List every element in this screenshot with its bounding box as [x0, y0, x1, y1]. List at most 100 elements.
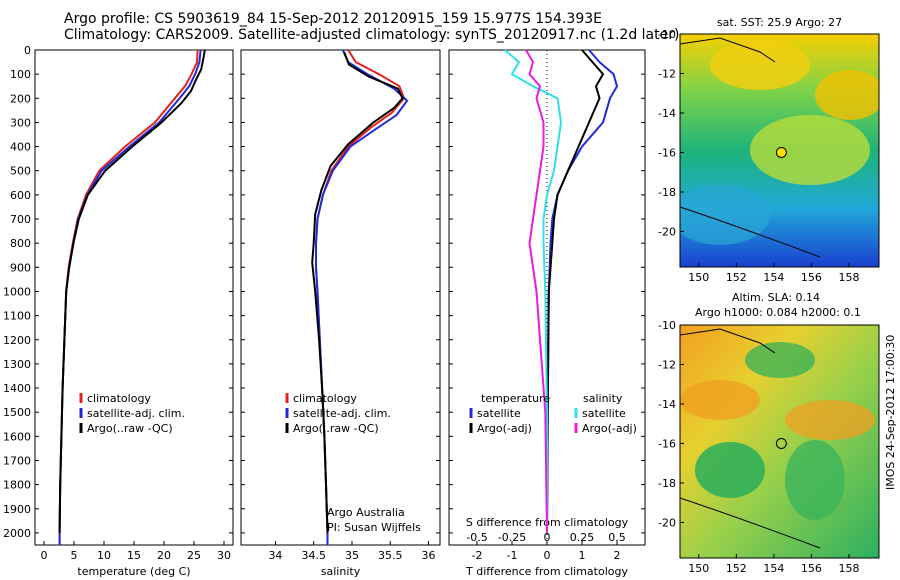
x-tick-label: 25	[187, 549, 201, 562]
map-sla-map: 150 152 154 156 158 -10 -12 -14 -16 -18 -20 Altim. …	[658, 291, 880, 575]
x-tick-label: 35	[345, 549, 359, 562]
argo-position-marker	[775, 146, 787, 158]
map-title-line: Altim. SLA: 0.14	[732, 291, 820, 304]
map-texture	[680, 342, 875, 520]
map-x-tick-label: 158	[838, 562, 859, 575]
x-tick-label: 34	[268, 549, 282, 562]
map-frame	[679, 33, 880, 268]
panel-frame	[34, 49, 234, 546]
map-title: sat. SST: 25.9 Argo: 27	[717, 16, 842, 29]
coastline	[679, 328, 776, 354]
top-tick-label: 0.25	[570, 531, 595, 544]
x-tick-label: -2	[472, 549, 483, 562]
depth-tick-label: 600	[10, 189, 31, 202]
low-patch	[695, 442, 765, 498]
map-x-tick-label: 150	[688, 271, 709, 284]
map-frame	[679, 324, 880, 559]
cool-patch	[680, 185, 770, 245]
x-tick-label: -1	[507, 549, 518, 562]
map-y-tick-label: -18	[658, 477, 676, 490]
map-x-tick-label: 152	[726, 271, 747, 284]
map-x-tick-label: 156	[801, 562, 822, 575]
depth-contour	[679, 497, 821, 549]
legend-label: Argo(-adj)	[582, 422, 637, 435]
map-y-tick-label: -20	[658, 225, 676, 238]
depth-tick-label: 1700	[3, 454, 31, 467]
map-y-tick-label: -14	[658, 398, 676, 411]
series-climatology	[58, 49, 199, 545]
depth-tick-label: 200	[10, 92, 31, 105]
depth-tick-label: 1500	[3, 406, 31, 419]
depth-tick-label: 1200	[3, 334, 31, 347]
depth-tick-label: 100	[10, 68, 31, 81]
top-tick-label: 0	[544, 531, 551, 544]
depth-tick-label: 1400	[3, 382, 31, 395]
high-patch	[680, 380, 760, 420]
x-tick-label: 35.5	[378, 549, 403, 562]
map-y-tick-label: -20	[658, 516, 676, 529]
panel-frame	[240, 49, 441, 546]
legend-label: satellite-adj. clim.	[87, 407, 185, 420]
warm-patch	[710, 40, 810, 90]
series-argo-raw-qc-	[311, 52, 404, 533]
map-y-tick-label: -12	[658, 67, 676, 80]
warm-patch	[750, 115, 870, 185]
x-axis-label: salinity	[321, 565, 361, 578]
x-tick-label: 5	[71, 549, 78, 562]
map-x-tick-label: 158	[838, 271, 859, 284]
map-y-tick-label: -12	[658, 358, 676, 371]
map-x-tick-label: 152	[726, 562, 747, 575]
title-line-2: Climatology: CARS2009. Satellite-adjuste…	[64, 27, 680, 43]
depth-tick-label: 800	[10, 237, 31, 250]
map-y-tick-label: -16	[658, 437, 676, 450]
high-patch	[785, 400, 875, 440]
map-y-tick-label: -16	[658, 146, 676, 159]
depth-tick-label: 1900	[3, 503, 31, 516]
depth-tick-label: 500	[10, 165, 31, 178]
x-tick-label: 30	[217, 549, 231, 562]
coastline	[679, 37, 776, 63]
annotation-line: PI: Susan Wijffels	[327, 521, 421, 534]
annotation-line: Argo Australia	[327, 506, 405, 519]
depth-tick-label: 1100	[3, 310, 31, 323]
low-patch	[785, 440, 845, 520]
x-tick-label: 34.5	[301, 549, 326, 562]
depth-contour	[679, 206, 821, 258]
depth-tick-label: 1300	[3, 358, 31, 371]
legend-label: satellite	[582, 407, 626, 420]
series-temperature-argo-adj-	[546, 49, 605, 533]
panel-differences: -2 -1 0 1 2 T difference from climatology -0.5…	[448, 49, 646, 578]
map-y-tick-label: -14	[658, 107, 676, 120]
depth-tick-label: 700	[10, 213, 31, 226]
top-tick-label: -0.25	[498, 531, 526, 544]
legend-label: satellite-adj. clim.	[293, 407, 391, 420]
depth-tick-label: 2000	[3, 527, 31, 540]
map-x-tick-label: 156	[801, 271, 822, 284]
low-patch	[745, 342, 815, 378]
x-tick-label: 15	[127, 549, 141, 562]
legend-header: temperature	[481, 392, 550, 405]
legend-label: Argo(..raw -QC)	[293, 422, 379, 435]
x-tick-label: 36	[422, 549, 436, 562]
map-sst-map: 150 152 154 156 158 -10 -12 -14 -16 -18 -20 sat. SS…	[658, 16, 880, 284]
series-satellite-adj-clim-	[315, 49, 409, 545]
warm-patch	[815, 70, 879, 120]
argo-position-marker	[775, 437, 787, 449]
map-x-tick-label: 154	[763, 562, 784, 575]
legend-label: Argo(..raw -QC)	[87, 422, 173, 435]
depth-tick-label: 1800	[3, 479, 31, 492]
series-argo-raw-qc-	[58, 49, 206, 533]
map-x-tick-label: 154	[763, 271, 784, 284]
title-line-1: Argo profile: CS 5903619_84 15-Sep-2012 …	[64, 11, 602, 27]
map-title-line: Argo h1000: 0.084 h2000: 0.1	[695, 306, 861, 319]
panel-temperature: 0100200300400500600700800900100011001200…	[3, 44, 234, 578]
map-x-tick-label: 150	[688, 562, 709, 575]
legend-label: Argo(-adj)	[477, 422, 532, 435]
depth-tick-label: 1600	[3, 430, 31, 443]
legend-label: climatology	[87, 392, 151, 405]
series-salinity-satellite	[504, 49, 563, 533]
map-texture	[680, 40, 879, 245]
top-tick-label: -0.5	[466, 531, 487, 544]
map-y-tick-label: -18	[658, 186, 676, 199]
